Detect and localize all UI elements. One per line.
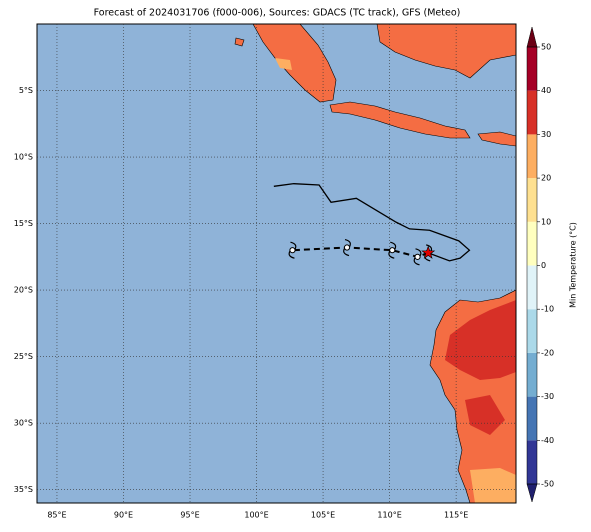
colorbar-tick-label: 10 [541,217,551,226]
colorbar-bin [527,352,537,397]
colorbar-bin [527,440,537,484]
colorbar-bin [527,396,537,441]
map-frame [36,23,517,504]
colorbar-tick-label: -10 [541,305,554,314]
cyclone-center [414,253,421,260]
current-position [421,245,436,259]
lat-tick-label: 5°S [19,86,33,95]
colorbar-extend-low [526,483,538,503]
colorbar-bin [527,265,537,310]
sumatra-cool [275,58,292,70]
colorbar-bin [527,134,537,179]
lat-tick-label: 20°S [14,286,33,295]
lon-tick-label: 105°E [311,511,335,520]
borneo [376,24,516,79]
australia-cool [470,468,516,503]
past-track [273,183,471,262]
colorbar-bin [527,90,537,135]
colorbar-tick-label: 20 [541,174,551,183]
sumatra [252,24,337,103]
colorbar-bin [527,221,537,266]
colorbar-tick-label: 30 [541,130,551,139]
colorbar-tick-label: 0 [541,261,546,270]
colorbar-tick-label: 50 [541,43,551,52]
lon-tick-label: 110°E [377,511,401,520]
title: Forecast of 2024031706 (f000-006), Sourc… [94,8,461,19]
lat-tick-label: 10°S [14,153,33,162]
australia-warm [465,395,505,435]
lat-tick-label: 35°S [14,485,33,494]
colorbar-label: Min Temperature (°C) [569,222,578,308]
colorbar-tick-label: -40 [541,436,554,445]
colorbar-tick-label: 40 [541,86,551,95]
ocean [37,24,516,503]
lon-tick-label: 100°E [244,511,268,520]
colorbar-tick-label: -30 [541,392,554,401]
island [234,37,245,47]
colorbar-bin [527,178,537,222]
colorbar-tick-label: -20 [541,348,554,357]
forecast-track [292,246,429,258]
australia-warm [445,300,516,380]
islands [477,131,516,147]
cyclone-center [289,247,296,254]
land [234,24,516,503]
lon-tick-label: 90°E [114,511,133,520]
colorbar-extend-high [526,26,538,48]
lon-tick-label: 115°E [444,511,468,520]
colorbar-tick-label: -50 [541,480,554,489]
cyclone-center [343,244,351,251]
lon-tick-label: 85°E [47,511,66,520]
layer: 85°E 90°E 95°E 100°E 105°E 110°E 115°E 5°S 10°S 1… [14,24,554,520]
colorbar-bin [527,47,537,91]
colorbar-bin [527,309,537,353]
java [329,101,471,139]
lat-tick-label: 30°S [14,419,33,428]
lon-tick-label: 95°E [180,511,199,520]
cyclone-center [389,247,396,254]
lat-tick-label: 25°S [14,352,33,361]
lat-tick-label: 15°S [14,219,33,228]
